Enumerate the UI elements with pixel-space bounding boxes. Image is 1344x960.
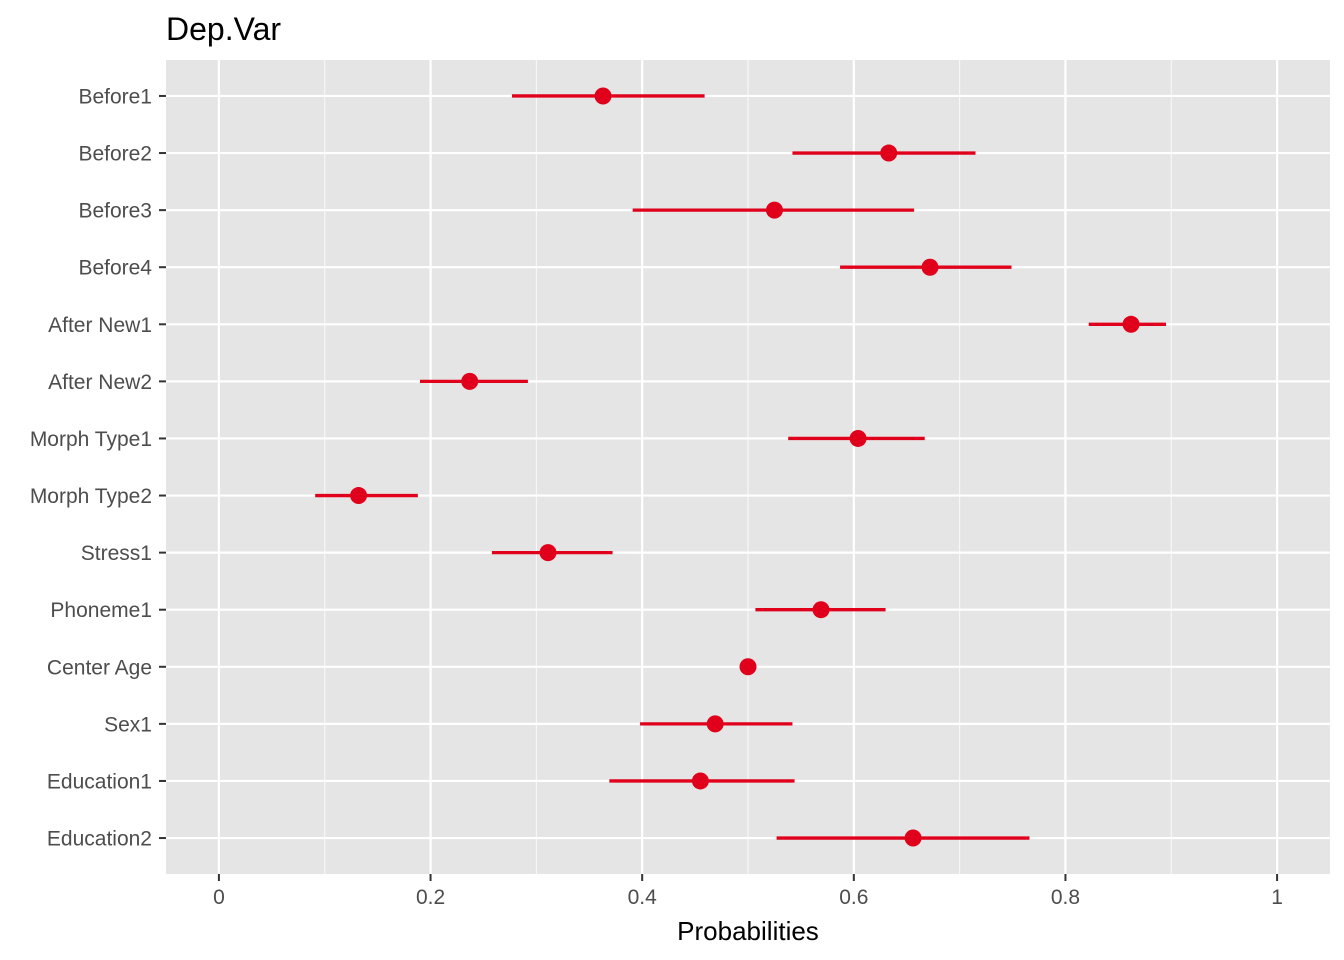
estimate-point (812, 601, 830, 619)
estimate-point (350, 487, 368, 505)
estimate-point (765, 201, 783, 219)
y-tick-label: Education2 (47, 828, 152, 851)
estimate-point (849, 429, 867, 447)
x-tick-label: 1 (1271, 886, 1283, 909)
estimate-point (880, 144, 898, 162)
x-tick-label: 0.4 (628, 886, 658, 909)
x-axis: 0 0.2 0.4 0.6 0.8 1 (213, 874, 1283, 909)
y-tick-label: Morph Type2 (30, 485, 152, 508)
estimate-point (594, 87, 612, 105)
estimate-point (539, 544, 557, 562)
estimate-point (739, 658, 757, 676)
y-axis: Before1 Before2 Before3 Before4 After New1 Af… (30, 85, 166, 851)
chart-title: Dep.Var (166, 11, 281, 47)
y-tick-label: Phoneme1 (50, 599, 152, 622)
y-tick-label: Before2 (78, 143, 152, 166)
y-tick-label: Sex1 (104, 713, 152, 736)
y-tick-label: Center Age (47, 656, 152, 679)
x-tick-label: 0.8 (1051, 886, 1080, 909)
y-tick-label: Before1 (78, 85, 152, 108)
estimate-point (461, 372, 479, 390)
y-tick-label: Before4 (78, 257, 152, 280)
x-tick-label: 0.2 (416, 886, 445, 909)
y-tick-label: Education1 (47, 770, 152, 793)
estimate-point (1122, 315, 1140, 333)
estimate-point (904, 829, 922, 847)
x-axis-title: Probabilities (677, 916, 819, 946)
data-marks (315, 87, 1166, 847)
y-tick-label: After New2 (48, 371, 152, 394)
estimate-point (921, 258, 939, 276)
x-tick-label: 0.6 (839, 886, 868, 909)
y-tick-label: Stress1 (81, 542, 152, 565)
minor-gridlines (324, 60, 1172, 874)
y-tick-label: Morph Type1 (30, 428, 152, 451)
y-tick-label: After New1 (48, 314, 152, 337)
estimate-point (706, 715, 724, 733)
x-tick-label: 0 (213, 886, 225, 909)
y-tick-label: Before3 (78, 200, 152, 223)
estimate-point (691, 772, 709, 790)
